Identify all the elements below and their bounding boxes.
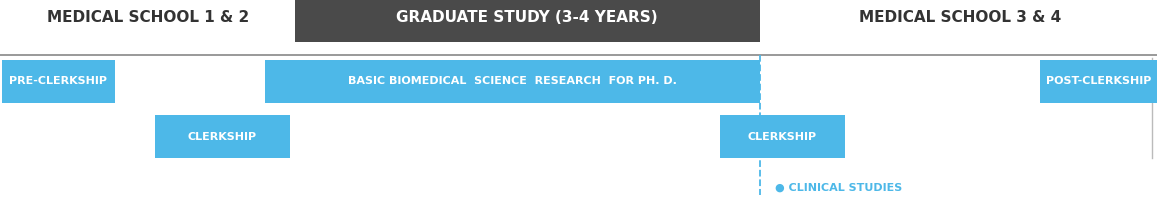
- Bar: [2, 60, 115, 103]
- Text: MEDICAL SCHOOL 1 & 2: MEDICAL SCHOOL 1 & 2: [47, 10, 249, 26]
- Text: POST-CLERKSHIP: POST-CLERKSHIP: [1046, 76, 1151, 86]
- Text: BASIC BIOMEDICAL  SCIENCE  RESEARCH  FOR PH. D.: BASIC BIOMEDICAL SCIENCE RESEARCH FOR PH…: [348, 76, 677, 86]
- Text: ● CLINICAL STUDIES: ● CLINICAL STUDIES: [775, 183, 902, 193]
- Bar: [155, 115, 290, 158]
- Bar: [265, 60, 760, 103]
- Text: GRADUATE STUDY (3-4 YEARS): GRADUATE STUDY (3-4 YEARS): [396, 10, 658, 26]
- Bar: [1040, 60, 1157, 103]
- Text: PRE-CLERKSHIP: PRE-CLERKSHIP: [9, 76, 108, 86]
- Text: CLERKSHIP: CLERKSHIP: [747, 131, 817, 141]
- Bar: [720, 115, 845, 158]
- Text: CLERKSHIP: CLERKSHIP: [187, 131, 257, 141]
- Bar: [295, 0, 760, 42]
- Text: MEDICAL SCHOOL 3 & 4: MEDICAL SCHOOL 3 & 4: [858, 10, 1061, 26]
